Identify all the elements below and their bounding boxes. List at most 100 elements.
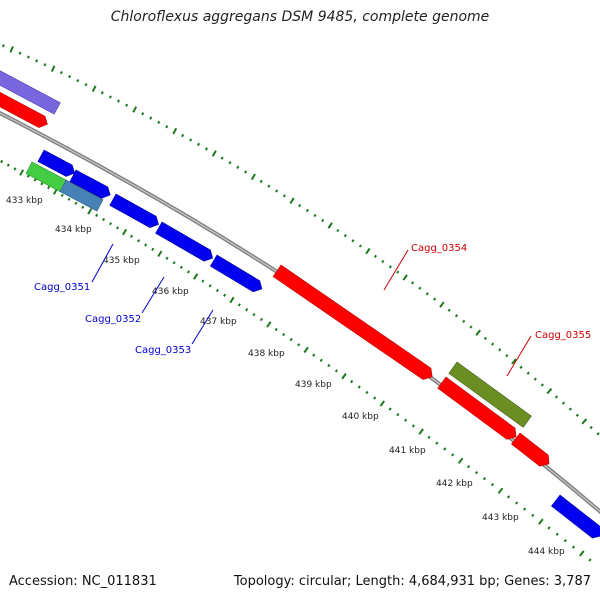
inner-tick-78 xyxy=(571,545,576,549)
tick-label-3: 436 kbp xyxy=(152,287,189,297)
outer-tick-78 xyxy=(589,425,593,430)
feature-blue-cagg-0351 xyxy=(109,193,159,228)
outer-tick-59 xyxy=(454,314,459,318)
inner-tick-27 xyxy=(179,265,183,269)
inner-tick-16 xyxy=(102,217,106,222)
inner-tick-25 xyxy=(165,256,169,260)
inner-tick-76 xyxy=(555,532,559,536)
inner-tick-6 xyxy=(33,178,37,182)
inner-tick-11 xyxy=(67,197,71,201)
outer-tick-56 xyxy=(433,297,437,301)
inner-tick-65 xyxy=(466,465,471,469)
outer-tick-15 xyxy=(117,99,120,103)
outer-tick-2 xyxy=(9,46,14,53)
outer-tick-23 xyxy=(181,133,185,138)
inner-tick-22 xyxy=(144,243,148,247)
outer-tick-18 xyxy=(141,112,145,116)
outer-tick-25 xyxy=(197,142,201,147)
outer-tick-46 xyxy=(358,244,362,248)
inner-tick-29 xyxy=(193,273,199,280)
inner-tick-45 xyxy=(312,353,316,357)
tick-label-1: 434 kbp xyxy=(55,225,92,235)
inner-tick-24 xyxy=(157,250,163,258)
inner-tick-72 xyxy=(523,507,527,511)
outer-tick-35 xyxy=(275,189,279,193)
outer-tick-4 xyxy=(26,55,30,59)
inner-tick-ring xyxy=(0,159,592,562)
feature-red-left xyxy=(0,87,48,128)
feature-red-cagg-0354 xyxy=(272,264,433,380)
outer-tick-53 xyxy=(410,281,415,285)
inner-tick-34 xyxy=(229,296,235,304)
outer-tick-74 xyxy=(561,401,566,405)
outer-tick-21 xyxy=(165,125,169,129)
inner-tick-31 xyxy=(208,284,212,288)
outer-tick-48 xyxy=(373,254,377,258)
outer-tick-65 xyxy=(498,348,502,352)
inner-tick-42 xyxy=(289,337,293,342)
inner-tick-53 xyxy=(373,396,377,400)
outer-tick-51 xyxy=(396,270,400,274)
outer-tick-69 xyxy=(526,371,530,375)
inner-tick-51 xyxy=(357,385,361,389)
outer-tick-63 xyxy=(483,336,487,341)
inner-tick-64 xyxy=(457,457,464,464)
outer-tick-54 xyxy=(418,286,422,290)
inner-tick-4 xyxy=(19,169,25,176)
outer-tick-52 xyxy=(402,274,408,281)
map-title: Chloroflexus aggregans DSM 9485, complet… xyxy=(110,9,490,25)
feature-red-right-a xyxy=(437,376,517,440)
inner-tick-2 xyxy=(6,163,10,167)
outer-tick-12 xyxy=(91,85,97,93)
leader-cagg-0353 xyxy=(191,309,214,345)
outer-tick-61 xyxy=(469,325,473,329)
inner-tick-50 xyxy=(350,379,354,384)
feature-blue-cagg-0352 xyxy=(155,221,213,262)
outer-tick-10 xyxy=(76,78,80,83)
tick-label-0: 433 kbp xyxy=(6,196,43,206)
outer-tick-6 xyxy=(43,63,47,67)
inner-tick-79 xyxy=(579,550,585,557)
inner-tick-30 xyxy=(201,279,205,283)
inner-tick-66 xyxy=(474,470,479,475)
inner-tick-10 xyxy=(60,193,64,197)
inner-tick-49 xyxy=(341,373,347,380)
inner-tick-32 xyxy=(215,288,219,293)
inner-tick-71 xyxy=(515,501,519,505)
inner-tick-67 xyxy=(482,477,487,481)
outer-tick-ring xyxy=(1,44,600,436)
inner-tick-15 xyxy=(95,213,99,218)
inner-tick-1 xyxy=(0,159,4,164)
gene-label-cagg-0352: Cagg_0352 xyxy=(85,314,141,325)
outer-tick-71 xyxy=(540,383,544,387)
outer-tick-62 xyxy=(475,329,481,336)
inner-tick-38 xyxy=(259,317,263,322)
outer-tick-22 xyxy=(172,127,178,135)
outer-tick-47 xyxy=(365,247,371,255)
accession-text: Accession: NC_011831 xyxy=(9,574,157,589)
outer-tick-31 xyxy=(244,170,248,174)
inner-tick-75 xyxy=(547,526,551,530)
outer-tick-38 xyxy=(298,203,302,208)
inner-tick-77 xyxy=(563,538,567,543)
inner-tick-8 xyxy=(47,185,51,190)
tick-label-11: 444 kbp xyxy=(528,547,565,557)
outer-tick-37 xyxy=(289,197,295,204)
outer-tick-73 xyxy=(554,395,559,399)
inner-tick-70 xyxy=(506,495,511,499)
feature-blue-right xyxy=(551,494,600,539)
inner-tick-7 xyxy=(40,182,44,186)
outer-tick-75 xyxy=(568,407,572,411)
inner-tick-56 xyxy=(396,413,400,417)
outer-tick-43 xyxy=(336,228,340,233)
leader-cagg-0355 xyxy=(506,335,532,377)
outer-tick-36 xyxy=(282,194,286,198)
outer-tick-5 xyxy=(35,59,39,63)
outer-tick-77 xyxy=(581,418,588,425)
outer-tick-32 xyxy=(250,173,256,181)
inner-tick-52 xyxy=(365,390,369,395)
inner-tick-3 xyxy=(13,167,17,171)
outer-tick-34 xyxy=(267,184,271,188)
gene-label-cagg-0353: Cagg_0353 xyxy=(135,345,191,356)
